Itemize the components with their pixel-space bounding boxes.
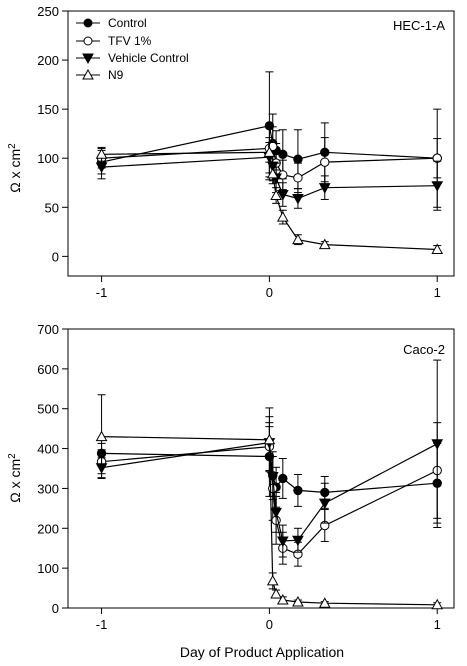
y-axis-label-sup-top: 2 [7, 143, 18, 149]
y-axis-ticks-bottom: 0 100 200 300 400 500 600 700 [37, 322, 68, 616]
panel-label-bottom: Caco-2 [403, 342, 445, 357]
data-point-n9 [431, 243, 444, 254]
legend-marker-vehicle-control [82, 53, 94, 65]
panel-caco-2: -1 0 1 0 100 200 300 400 500 600 700 Caco-2 Ω x c… [7, 322, 455, 632]
data-point-vehicle-control [276, 536, 289, 548]
data-point-n9 [431, 598, 444, 610]
panel-label-top: HEC-1-A [393, 18, 445, 33]
data-point-tfv-1 [293, 173, 303, 183]
data-point-control [293, 485, 303, 496]
data-point-control [278, 473, 288, 484]
y-axis-ticks-top: 0 50 100 150 200 250 [37, 4, 68, 264]
y-tick-label: 100 [37, 561, 59, 576]
data-point-n9 [266, 574, 279, 586]
y-tick-label: 150 [37, 102, 59, 117]
y-tick-label: 200 [37, 521, 59, 536]
data-point-tfv-1 [320, 157, 330, 167]
series-layer-top [95, 71, 444, 254]
legend-label-n9: N9 [108, 68, 124, 82]
x-axis-label: Day of Product Application [180, 644, 344, 660]
legend-marker-tfv [83, 36, 93, 46]
legend-marker-control [83, 18, 93, 28]
y-axis-label-bottom: Ω x cm2 [7, 453, 23, 503]
y-axis-label-top: Ω x cm2 [7, 143, 23, 193]
data-point-control [293, 154, 303, 164]
data-point-vehicle-control [276, 190, 289, 201]
x-axis-ticks-top: -1 0 1 [96, 276, 441, 300]
data-point-vehicle-control [431, 439, 444, 450]
data-point-n9 [263, 146, 276, 157]
series-n9-top [95, 142, 444, 254]
data-point-n9 [292, 233, 304, 245]
legend-entry-vehicle-control: Vehicle Control [76, 51, 189, 65]
legend-label-vehicle-control: Vehicle Control [108, 51, 189, 65]
x-tick-label: 1 [434, 617, 441, 632]
data-point-control [278, 149, 288, 159]
y-axis-label-sup-bottom: 2 [7, 453, 18, 459]
data-point-n9 [318, 238, 331, 250]
data-point-vehicle-control [318, 183, 331, 194]
data-point-vehicle-control [318, 498, 331, 510]
y-tick-label: 600 [37, 362, 59, 377]
y-tick-label: 0 [52, 249, 59, 264]
y-tick-label: 400 [37, 442, 59, 457]
series-layer-bottom [95, 359, 444, 610]
plot-frame-bottom [67, 328, 455, 609]
data-point-vehicle-control [270, 507, 282, 519]
x-tick-label: -1 [96, 617, 108, 632]
legend-label-tfv: TFV 1% [108, 34, 152, 48]
data-point-n9 [270, 189, 282, 201]
data-point-vehicle-control [95, 162, 108, 174]
y-axis-label-text-top: Ω x cm [7, 149, 23, 193]
data-point-n9 [318, 597, 331, 608]
y-tick-label: 100 [37, 151, 59, 166]
data-point-n9 [266, 167, 279, 179]
data-point-vehicle-control [292, 193, 304, 205]
legend: Control TFV 1% Vehicle Control N9 [76, 16, 189, 82]
y-tick-label: 250 [37, 4, 59, 19]
data-point-n9 [95, 148, 108, 159]
data-point-n9 [270, 588, 282, 599]
x-tick-label: 0 [266, 617, 273, 632]
y-tick-label: 500 [37, 402, 59, 417]
y-tick-label: 50 [45, 200, 59, 215]
y-tick-label: 0 [52, 601, 59, 616]
plot-frame-top [67, 10, 455, 277]
legend-entry-n9: N9 [76, 68, 124, 82]
y-tick-label: 300 [37, 481, 59, 496]
legend-entry-tfv: TFV 1% [76, 34, 152, 48]
legend-label-control: Control [108, 16, 147, 30]
x-tick-label: 1 [434, 285, 441, 300]
y-axis-label-text-bottom: Ω x cm [7, 459, 23, 503]
data-point-vehicle-control [292, 535, 304, 547]
x-tick-label: 0 [266, 285, 273, 300]
series-n9-bottom [95, 394, 444, 610]
data-point-n9 [263, 433, 276, 445]
y-tick-label: 700 [37, 322, 59, 337]
data-point-vehicle-control [431, 181, 444, 192]
data-point-n9 [292, 595, 304, 607]
y-tick-label: 200 [37, 53, 59, 68]
x-tick-label: -1 [96, 285, 108, 300]
panel-hec-1-a: -1 0 1 0 50 100 150 200 250 HEC-1-A Ω x cm2 Con… [7, 4, 455, 300]
legend-marker-n9 [82, 68, 94, 80]
data-point-n9 [95, 430, 108, 442]
data-point-n9 [276, 211, 289, 222]
x-axis-ticks-bottom: -1 0 1 [96, 608, 441, 632]
legend-entry-control: Control [76, 16, 147, 30]
data-point-n9 [276, 593, 289, 605]
